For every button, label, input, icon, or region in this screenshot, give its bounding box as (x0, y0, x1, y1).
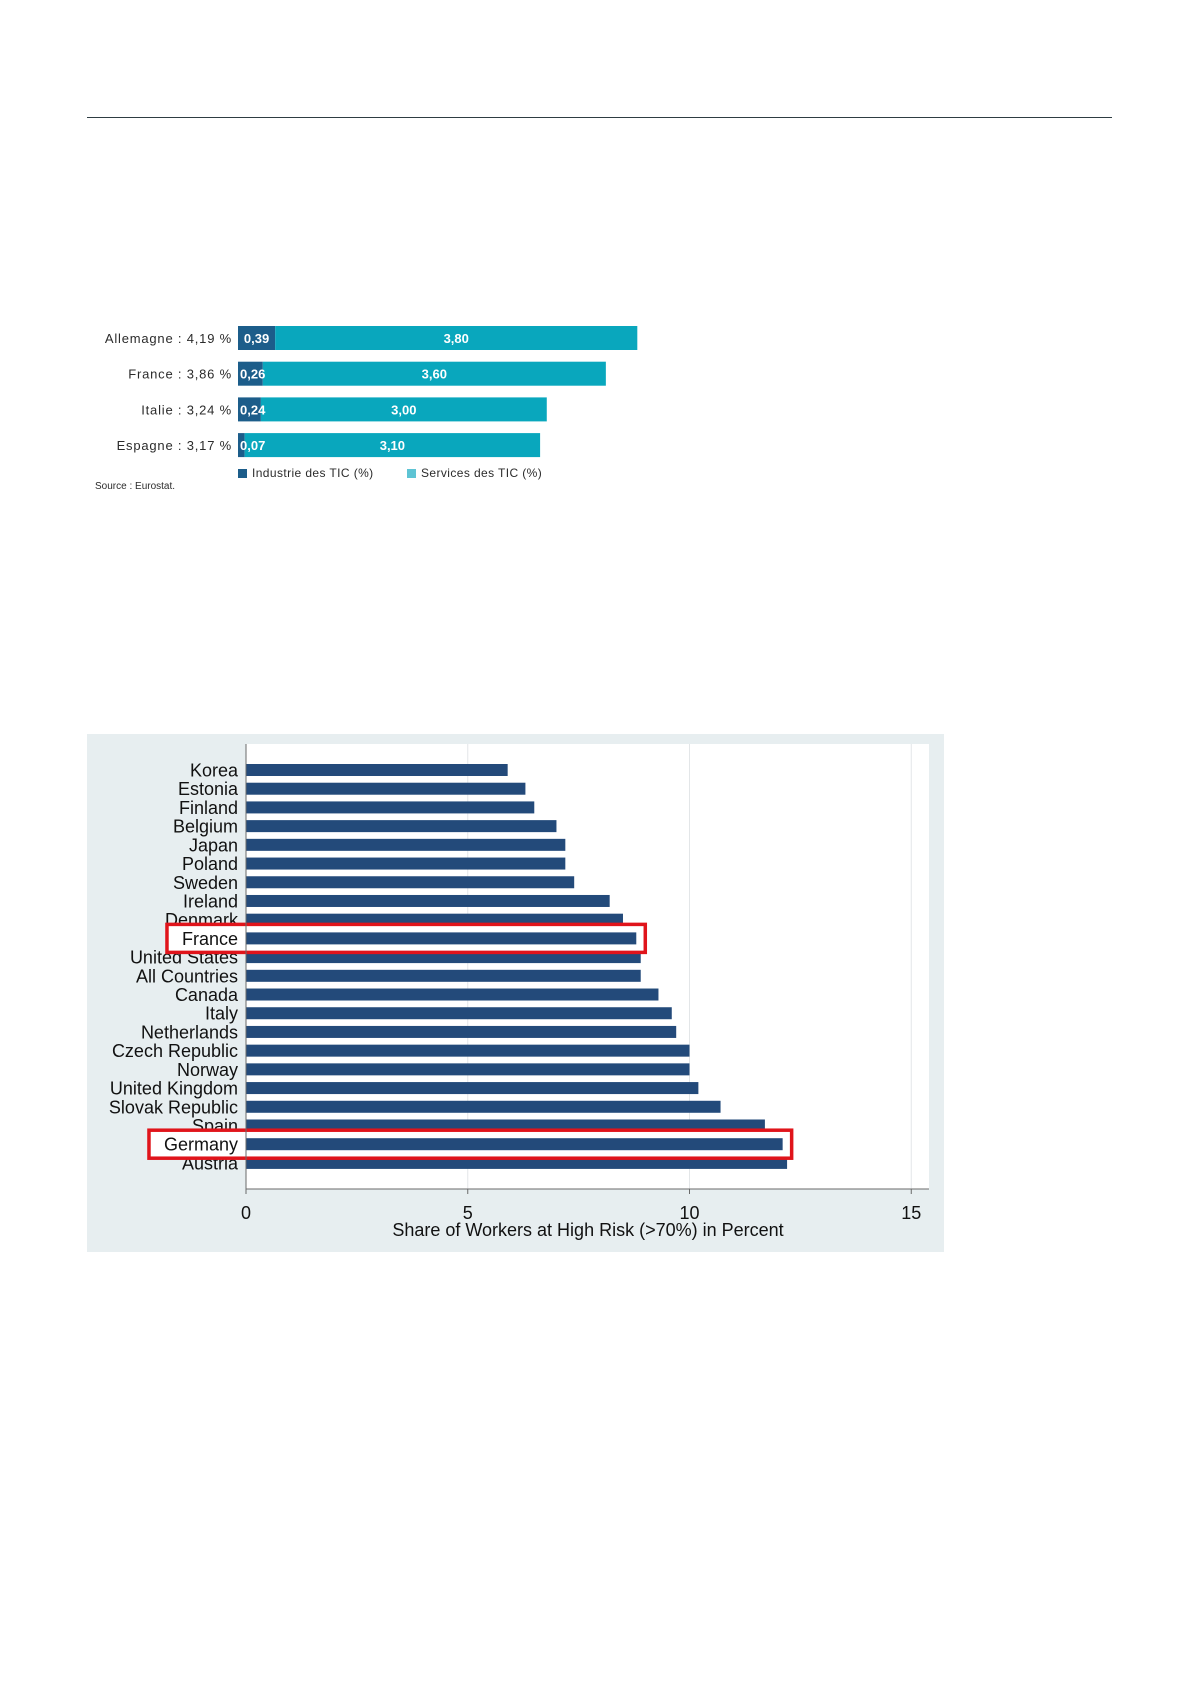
bar-row-canada: Canada (175, 985, 659, 1005)
bar-row-united-kingdom: United Kingdom (110, 1079, 699, 1099)
bar-row-france: France (182, 929, 637, 949)
country-label-czech-republic: Czech Republic (112, 1041, 238, 1061)
bar-slovak-republic (246, 1100, 721, 1113)
services-segment-italie (260, 397, 547, 422)
x-tick-label-0: 0 (241, 1203, 251, 1223)
bar-united-kingdom (246, 1082, 699, 1095)
country-label-italy: Italy (205, 1004, 238, 1024)
country-label-norway: Norway (177, 1060, 238, 1080)
bar-france (246, 932, 637, 945)
bar-row-estonia: Estonia (178, 779, 526, 799)
country-label-all-countries: All Countries (136, 966, 238, 986)
ict-sector-share-chart: Allemagne : 4,19 % 0,39 3,80 France : 3,86 … (95, 326, 638, 492)
bar-sweden (246, 876, 575, 889)
legend-swatch-industry (238, 469, 247, 478)
legend-label-industry: Industrie des TIC (%) (252, 466, 374, 480)
services-segment-france (262, 361, 606, 386)
ict-bar-rows: Allemagne : 4,19 % 0,39 3,80 France : 3,86 … (105, 326, 638, 458)
bar-japan (246, 838, 566, 851)
plot-area (246, 744, 929, 1189)
country-label-netherlands: Netherlands (141, 1022, 238, 1042)
category-label-italie: Italie : 3,24 % (141, 402, 232, 417)
header-rule (87, 117, 1112, 118)
industry-value-label-allemagne: 0,39 (244, 331, 269, 346)
category-label-france: France : 3,86 % (128, 367, 232, 382)
bar-rows: KoreaEstoniaFinlandBelgiumJapanPolandSwe… (109, 761, 788, 1173)
country-label-finland: Finland (179, 798, 238, 818)
x-tick-label-5: 5 (463, 1203, 473, 1223)
bar-row-italy: Italy (205, 1004, 672, 1024)
industry-value-label-france: 0,26 (240, 367, 265, 382)
country-label-sweden: Sweden (173, 873, 238, 893)
bar-all-countries (246, 969, 641, 982)
legend-label-services: Services des TIC (%) (421, 466, 542, 480)
industry-segment-allemagne (238, 326, 276, 350)
country-label-canada: Canada (175, 985, 239, 1005)
industry-value-label-espagne: 0,07 (240, 438, 265, 453)
source-note: Source : Eurostat. (95, 481, 175, 492)
bar-row-germany: Germany (164, 1135, 783, 1155)
x-axis: 0 5 10 15 (241, 744, 929, 1223)
category-label-allemagne: Allemagne : 4,19 % (105, 331, 232, 346)
bar-row-korea: Korea (190, 761, 508, 781)
bar-row-ireland: Ireland (183, 891, 610, 911)
country-label-france: France (182, 929, 238, 949)
bar-germany (246, 1138, 783, 1151)
bar-row-japan: Japan (189, 835, 566, 855)
bar-row-poland: Poland (182, 854, 566, 874)
bar-netherlands (246, 1025, 677, 1038)
bar-belgium (246, 820, 557, 833)
legend-swatch-services (407, 469, 416, 478)
services-value-label-espagne: 3,10 (380, 438, 405, 453)
bar-row-finland: Finland (179, 798, 535, 818)
ict-legend: Industrie des TIC (%) Services des TIC (… (238, 466, 542, 480)
bar-finland (246, 801, 535, 814)
highlighted-rows: France Germany (164, 929, 783, 1155)
bar-poland (246, 857, 566, 870)
industry-segment-france (238, 361, 263, 386)
bar-row-all-countries: All Countries (136, 966, 641, 986)
industry-segment-italie (238, 397, 261, 422)
industry-segment-espagne (238, 433, 245, 458)
bar-row-czech-republic: Czech Republic (112, 1041, 690, 1061)
x-axis-title: Share of Workers at High Risk (>70%) in … (392, 1220, 783, 1240)
country-label-belgium: Belgium (173, 817, 238, 837)
services-segment-allemagne (275, 326, 638, 350)
country-label-japan: Japan (189, 835, 238, 855)
bar-estonia (246, 782, 526, 795)
bar-czech-republic (246, 1044, 690, 1057)
bar-row-slovak-republic: Slovak Republic (109, 1097, 721, 1117)
country-label-slovak-republic: Slovak Republic (109, 1097, 238, 1117)
bar-row-belgium: Belgium (173, 817, 557, 837)
bar-row-italie: Italie : 3,24 % 0,24 3,00 (141, 397, 547, 422)
country-label-poland: Poland (182, 854, 238, 874)
bar-row-allemagne: Allemagne : 4,19 % 0,39 3,80 (105, 326, 638, 350)
country-label-germany: Germany (164, 1135, 238, 1155)
country-label-ireland: Ireland (183, 891, 238, 911)
x-tick-label-10: 10 (679, 1203, 699, 1223)
x-tick-label-15: 15 (901, 1203, 921, 1223)
services-value-label-italie: 3,00 (391, 402, 416, 417)
plot-grid (246, 744, 929, 1189)
category-label-espagne: Espagne : 3,17 % (117, 438, 232, 453)
automation-risk-chart: KoreaEstoniaFinlandBelgiumJapanPolandSwe… (87, 734, 944, 1252)
bar-norway (246, 1063, 690, 1076)
industry-value-label-italie: 0,24 (240, 402, 266, 417)
bar-row-norway: Norway (177, 1060, 690, 1080)
services-value-label-france: 3,60 (422, 367, 447, 382)
bar-korea (246, 764, 508, 776)
country-label-united-kingdom: United Kingdom (110, 1079, 238, 1099)
bar-ireland (246, 894, 610, 907)
bar-row-sweden: Sweden (173, 873, 575, 893)
services-segment-espagne (244, 433, 541, 458)
services-value-label-allemagne: 3,80 (444, 331, 469, 346)
country-label-estonia: Estonia (178, 779, 239, 799)
bar-italy (246, 1007, 672, 1020)
bar-row-france: France : 3,86 % 0,26 3,60 (128, 361, 606, 386)
bar-canada (246, 988, 659, 1001)
bar-row-espagne: Espagne : 3,17 % 0,07 3,10 (117, 433, 541, 458)
bar-row-netherlands: Netherlands (141, 1022, 677, 1042)
country-label-korea: Korea (190, 761, 239, 781)
